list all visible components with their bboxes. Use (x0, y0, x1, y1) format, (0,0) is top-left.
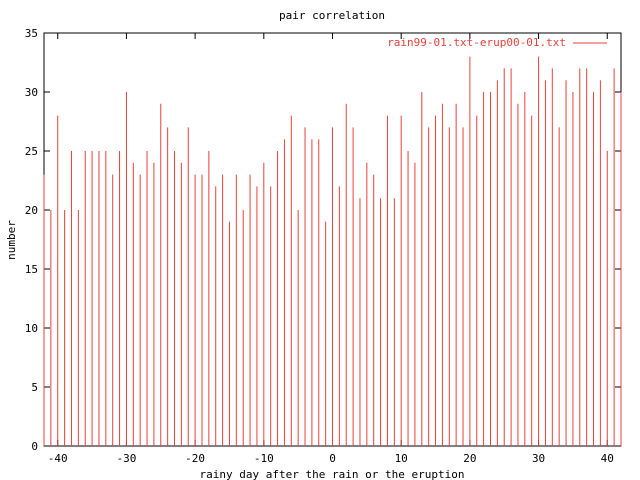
x-tick-label: -40 (48, 452, 68, 465)
y-tick-label: 30 (25, 86, 38, 99)
y-tick-label: 25 (25, 145, 38, 158)
y-tick-label: 5 (31, 381, 38, 394)
x-tick-label: -30 (116, 452, 136, 465)
y-tick-label: 20 (25, 204, 38, 217)
x-axis-label: rainy day after the rain or the eruption (200, 468, 465, 480)
x-tick-label: 0 (329, 452, 336, 465)
y-axis: 0 5 10 15 20 25 30 35 (25, 27, 621, 453)
x-tick-label: 10 (395, 452, 408, 465)
y-tick-label: 10 (25, 322, 38, 335)
x-tick-label: -20 (185, 452, 205, 465)
y-tick-label: 15 (25, 263, 38, 276)
x-tick-label: 20 (463, 452, 476, 465)
legend: rain99-01.txt-erup00-01.txt (387, 36, 607, 49)
x-tick-label: 30 (532, 452, 545, 465)
legend-label: rain99-01.txt-erup00-01.txt (387, 36, 566, 49)
x-tick-label: -10 (254, 452, 274, 465)
bar-series (43, 56, 622, 446)
x-axis: -40 -30 -20 -10 0 10 20 30 40 (48, 33, 614, 465)
x-tick-label: 40 (601, 452, 614, 465)
y-tick-label: 35 (25, 27, 38, 40)
chart-title: pair correlation (279, 9, 385, 22)
y-tick-label: 0 (31, 440, 38, 453)
y-axis-label: number (5, 220, 18, 260)
